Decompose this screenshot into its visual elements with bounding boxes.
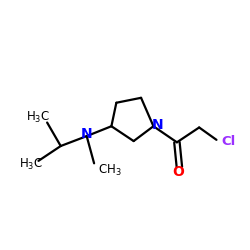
Text: N: N <box>152 118 164 132</box>
Text: N: N <box>81 127 92 141</box>
Text: H$_3$C: H$_3$C <box>26 110 50 125</box>
Text: O: O <box>172 165 184 179</box>
Text: H$_3$C: H$_3$C <box>19 157 43 172</box>
Text: CH$_3$: CH$_3$ <box>98 163 122 178</box>
Text: Cl: Cl <box>222 134 236 147</box>
